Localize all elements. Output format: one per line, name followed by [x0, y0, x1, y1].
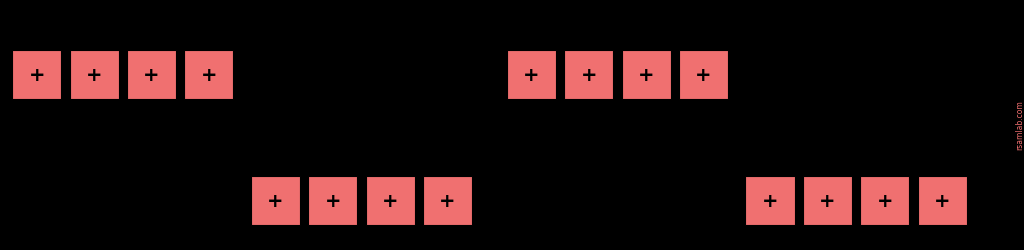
- FancyBboxPatch shape: [184, 51, 233, 100]
- Text: +: +: [581, 66, 597, 85]
- Text: +: +: [382, 191, 398, 210]
- Text: rsamlab.com: rsamlab.com: [1015, 100, 1024, 150]
- FancyBboxPatch shape: [679, 51, 728, 100]
- FancyBboxPatch shape: [918, 176, 967, 225]
- Text: +: +: [143, 66, 160, 85]
- Text: +: +: [267, 191, 284, 210]
- FancyBboxPatch shape: [423, 176, 472, 225]
- Text: +: +: [695, 66, 712, 85]
- FancyBboxPatch shape: [507, 51, 556, 100]
- Text: +: +: [29, 66, 45, 85]
- FancyBboxPatch shape: [366, 176, 415, 225]
- Text: +: +: [762, 191, 778, 210]
- FancyBboxPatch shape: [12, 51, 61, 100]
- FancyBboxPatch shape: [308, 176, 357, 225]
- Text: +: +: [325, 191, 341, 210]
- Text: +: +: [439, 191, 456, 210]
- FancyBboxPatch shape: [860, 176, 909, 225]
- Text: +: +: [523, 66, 540, 85]
- Text: +: +: [819, 191, 836, 210]
- Text: +: +: [86, 66, 102, 85]
- FancyBboxPatch shape: [622, 51, 671, 100]
- FancyBboxPatch shape: [564, 51, 613, 100]
- FancyBboxPatch shape: [70, 51, 119, 100]
- Text: +: +: [638, 66, 654, 85]
- FancyBboxPatch shape: [803, 176, 852, 225]
- Text: +: +: [934, 191, 950, 210]
- FancyBboxPatch shape: [745, 176, 795, 225]
- Text: +: +: [877, 191, 893, 210]
- FancyBboxPatch shape: [251, 176, 300, 225]
- Text: +: +: [201, 66, 217, 85]
- FancyBboxPatch shape: [127, 51, 176, 100]
